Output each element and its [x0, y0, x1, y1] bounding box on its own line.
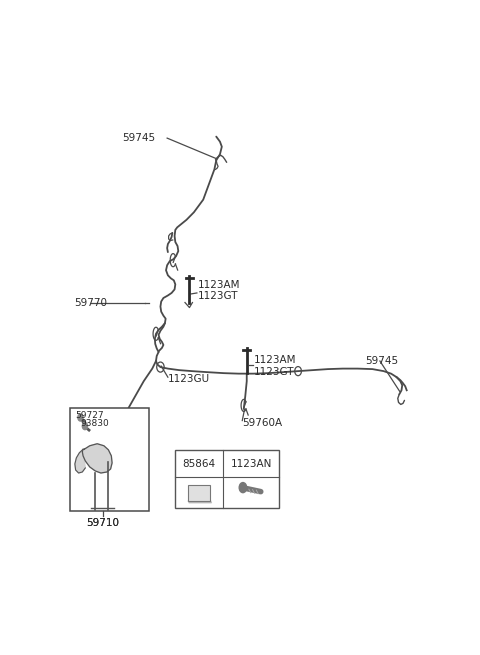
Polygon shape: [75, 449, 85, 473]
Circle shape: [78, 414, 83, 421]
Circle shape: [239, 483, 247, 493]
Polygon shape: [188, 500, 212, 503]
Text: 1123AM
1123GT: 1123AM 1123GT: [198, 280, 240, 301]
Bar: [71, 408, 148, 512]
Text: 59770: 59770: [74, 298, 107, 308]
Circle shape: [83, 422, 87, 430]
Text: 59760A: 59760A: [242, 418, 282, 428]
Polygon shape: [83, 443, 112, 473]
Text: 93830: 93830: [81, 419, 109, 428]
Text: 59710: 59710: [86, 518, 119, 529]
Bar: [175, 450, 279, 508]
Text: 1123AN: 1123AN: [231, 459, 272, 469]
Text: 59745: 59745: [122, 133, 155, 143]
Text: 59710: 59710: [86, 518, 119, 529]
Bar: [188, 485, 210, 500]
Text: 59745: 59745: [365, 356, 398, 366]
Text: 59727: 59727: [75, 411, 104, 420]
Text: 1123GU: 1123GU: [168, 374, 210, 384]
Text: 1123AM
1123GT: 1123AM 1123GT: [254, 355, 297, 377]
Text: 85864: 85864: [183, 459, 216, 469]
